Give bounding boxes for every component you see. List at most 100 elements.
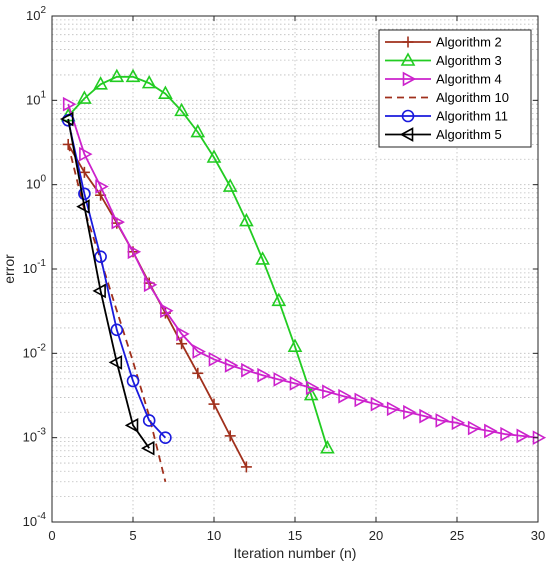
data-point — [78, 187, 91, 201]
data-point — [94, 250, 107, 263]
data-point — [111, 214, 125, 230]
data-point — [451, 415, 466, 431]
data-point — [287, 338, 303, 352]
data-point — [160, 303, 174, 319]
x-tick-label: 15 — [288, 528, 302, 543]
legend-box — [378, 29, 532, 148]
x-tick-label: 5 — [129, 528, 136, 543]
data-point — [222, 178, 238, 192]
legend-entry: Algorithm 11 — [385, 109, 508, 124]
legend-label: Algorithm 11 — [436, 109, 508, 124]
data-point — [239, 212, 254, 227]
y-axis-label: error — [1, 254, 17, 284]
data-point — [93, 76, 108, 90]
data-point — [95, 179, 109, 194]
y-tick-label: 10-1 — [23, 258, 47, 276]
x-tick-label: 20 — [369, 528, 383, 543]
series-layer — [60, 68, 547, 483]
data-point — [142, 414, 156, 427]
data-point — [109, 68, 125, 83]
y-tick-label: 10-4 — [23, 511, 47, 529]
data-point — [110, 323, 124, 337]
data-point — [206, 149, 222, 163]
legend-label: Algorithm 3 — [436, 53, 502, 68]
x-axis-label: Iteration number (n) — [234, 545, 357, 561]
data-point — [402, 71, 417, 87]
y-tick-label: 10-2 — [23, 342, 47, 360]
y-tick-label: 100 — [26, 174, 46, 192]
y-tick-label: 10-3 — [23, 427, 47, 445]
data-point — [289, 376, 304, 391]
legend-label: Algorithm 10 — [436, 90, 509, 105]
data-point — [484, 423, 498, 439]
data-point — [419, 408, 433, 424]
legend: Algorithm 2 Algorithm 3 Algorithm 4 Algorit… — [378, 29, 532, 148]
data-point — [435, 413, 449, 428]
data-point — [60, 111, 74, 127]
data-point — [399, 127, 414, 142]
data-point — [257, 367, 271, 383]
data-point — [143, 277, 158, 293]
data-point — [79, 146, 93, 162]
data-point — [141, 440, 155, 456]
data-point — [158, 85, 173, 99]
series-algorithm-10 — [67, 144, 167, 483]
data-point — [273, 372, 287, 387]
data-point — [76, 199, 90, 214]
x-tick-label: 0 — [48, 528, 55, 543]
data-point — [190, 123, 206, 138]
series-line — [67, 144, 167, 483]
data-point — [271, 292, 287, 307]
x-tick-label: 10 — [207, 528, 221, 543]
data-point — [354, 392, 368, 408]
data-point — [467, 420, 482, 436]
data-point — [255, 251, 270, 265]
legend-label: Algorithm 2 — [436, 35, 502, 50]
ticks: 0 5 10 15 20 25 30 10-4 10-3 10-2 10-1 100 101 102 — [23, 5, 546, 543]
data-point — [192, 344, 206, 359]
data-point — [174, 102, 189, 117]
data-point — [77, 90, 92, 104]
series-algorithm-4 — [62, 96, 547, 446]
legend-entry: Algorithm 10 — [385, 90, 509, 105]
data-point — [400, 52, 416, 66]
series-line — [67, 118, 150, 449]
data-point — [403, 404, 417, 420]
data-point — [176, 326, 190, 342]
data-point — [303, 386, 319, 401]
legend-entry: Algorithm 2 — [385, 35, 502, 50]
y-tick-label: 101 — [26, 89, 46, 107]
data-point — [370, 396, 385, 412]
data-point — [126, 374, 140, 388]
data-point — [108, 355, 123, 370]
data-point — [516, 428, 530, 444]
data-point — [124, 417, 139, 433]
legend-label: Algorithm 5 — [436, 127, 502, 142]
data-point — [62, 96, 77, 112]
legend-label: Algorithm 4 — [436, 72, 502, 87]
data-point — [141, 74, 157, 89]
series-algorithm-11 — [61, 113, 172, 444]
data-point — [401, 109, 415, 123]
legend-entry: Algorithm 4 — [385, 72, 502, 87]
y-tick-label: 102 — [26, 5, 46, 23]
legend-entry: Algorithm 3 — [385, 52, 502, 68]
data-point — [305, 380, 320, 396]
data-point — [386, 401, 401, 417]
data-point — [208, 351, 223, 367]
series-algorithm-3 — [60, 68, 335, 454]
legend-entry: Algorithm 5 — [385, 127, 502, 142]
data-point — [322, 384, 336, 400]
data-point — [320, 440, 335, 454]
series-line — [67, 120, 167, 439]
data-point — [338, 388, 352, 404]
x-tick-label: 30 — [531, 528, 545, 543]
data-point — [241, 362, 255, 378]
data-point — [127, 244, 142, 260]
x-tick-label: 25 — [450, 528, 464, 543]
data-point — [92, 283, 106, 299]
data-point — [159, 431, 172, 444]
series-algorithm-5 — [60, 111, 155, 456]
data-point — [500, 426, 514, 442]
